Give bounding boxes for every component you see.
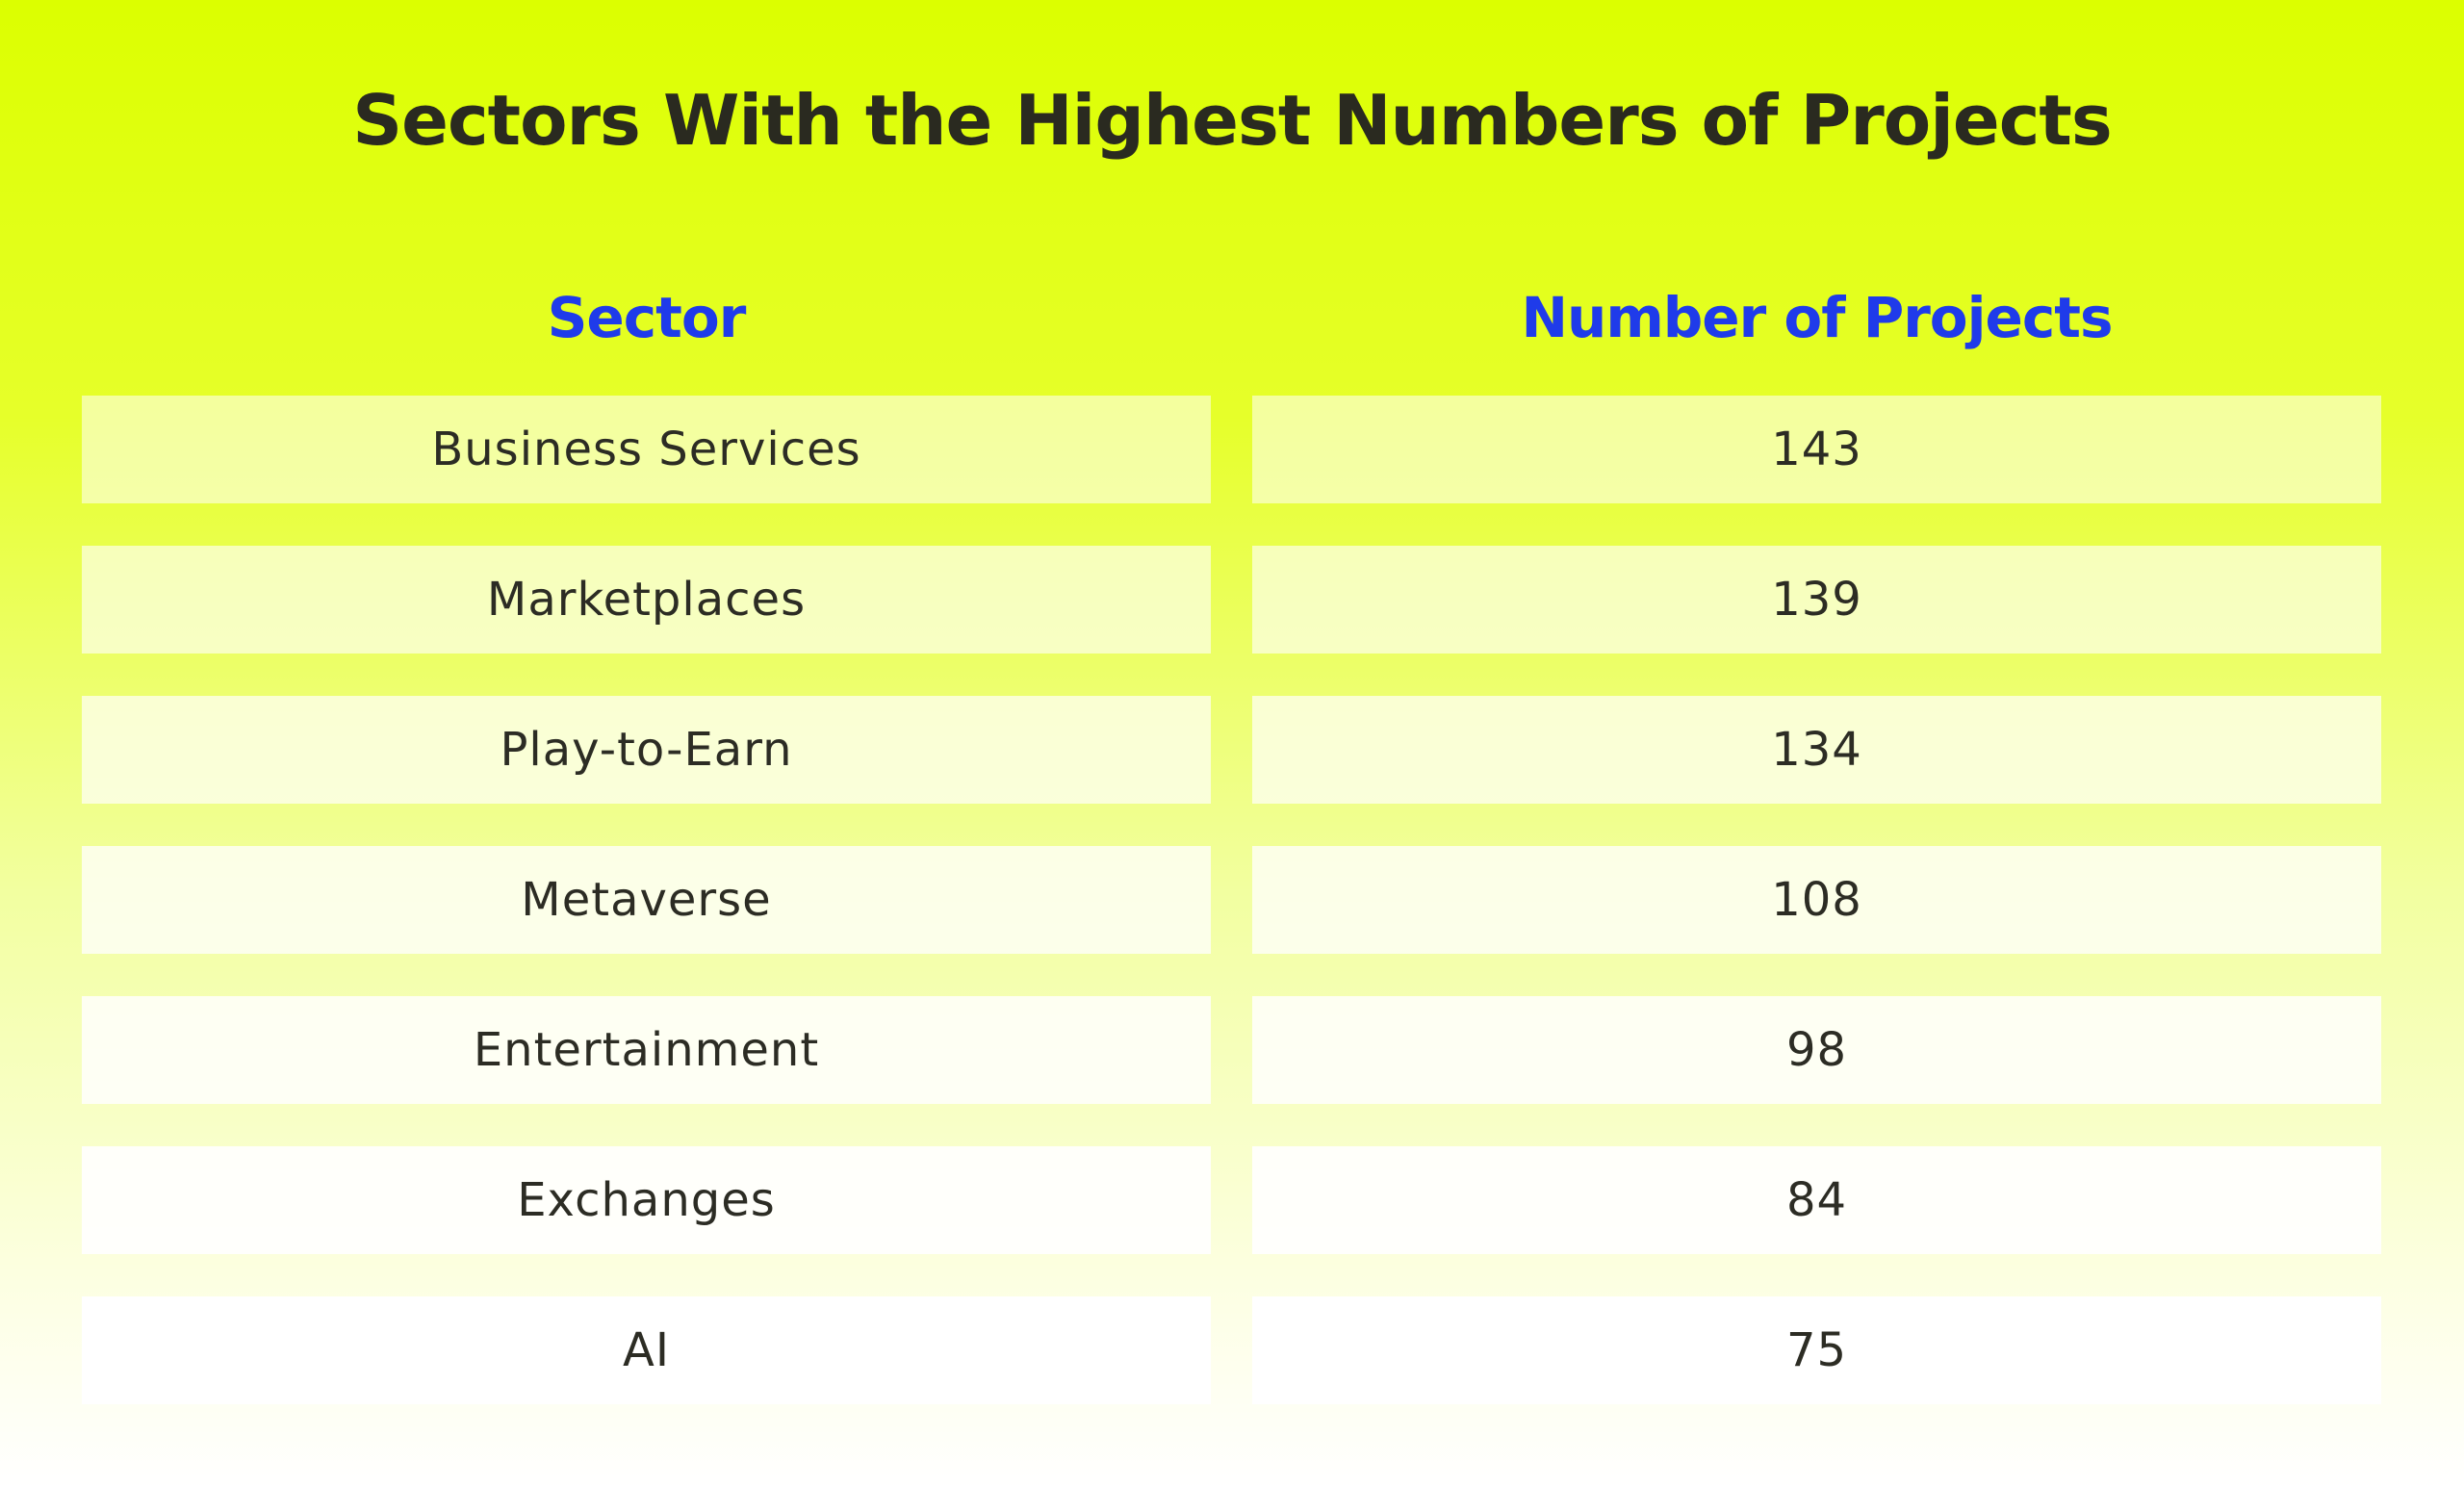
- table-cell-projects: 108: [1252, 846, 2381, 954]
- table-cell-sector: Exchanges: [82, 1146, 1211, 1254]
- table-cell-projects: 98: [1252, 996, 2381, 1104]
- table-cell-projects: 84: [1252, 1146, 2381, 1254]
- table-cell-projects: 134: [1252, 696, 2381, 804]
- table-cell-sector: Entertainment: [82, 996, 1211, 1104]
- column-header-number-of-projects: Number of Projects: [1521, 285, 2114, 350]
- table-cell-sector: Metaverse: [82, 846, 1211, 954]
- table-cell-sector: AI: [82, 1296, 1211, 1404]
- table-cell-projects: 143: [1252, 396, 2381, 503]
- table-cell-sector: Business Services: [82, 396, 1211, 503]
- table-cell-projects: 75: [1252, 1296, 2381, 1404]
- chart-title: Sectors With the Highest Numbers of Proj…: [352, 80, 2112, 161]
- table-cell-sector: Play-to-Earn: [82, 696, 1211, 804]
- column-header-sector: Sector: [547, 285, 747, 350]
- table-cell-projects: 139: [1252, 546, 2381, 654]
- table-cell-sector: Marketplaces: [82, 546, 1211, 654]
